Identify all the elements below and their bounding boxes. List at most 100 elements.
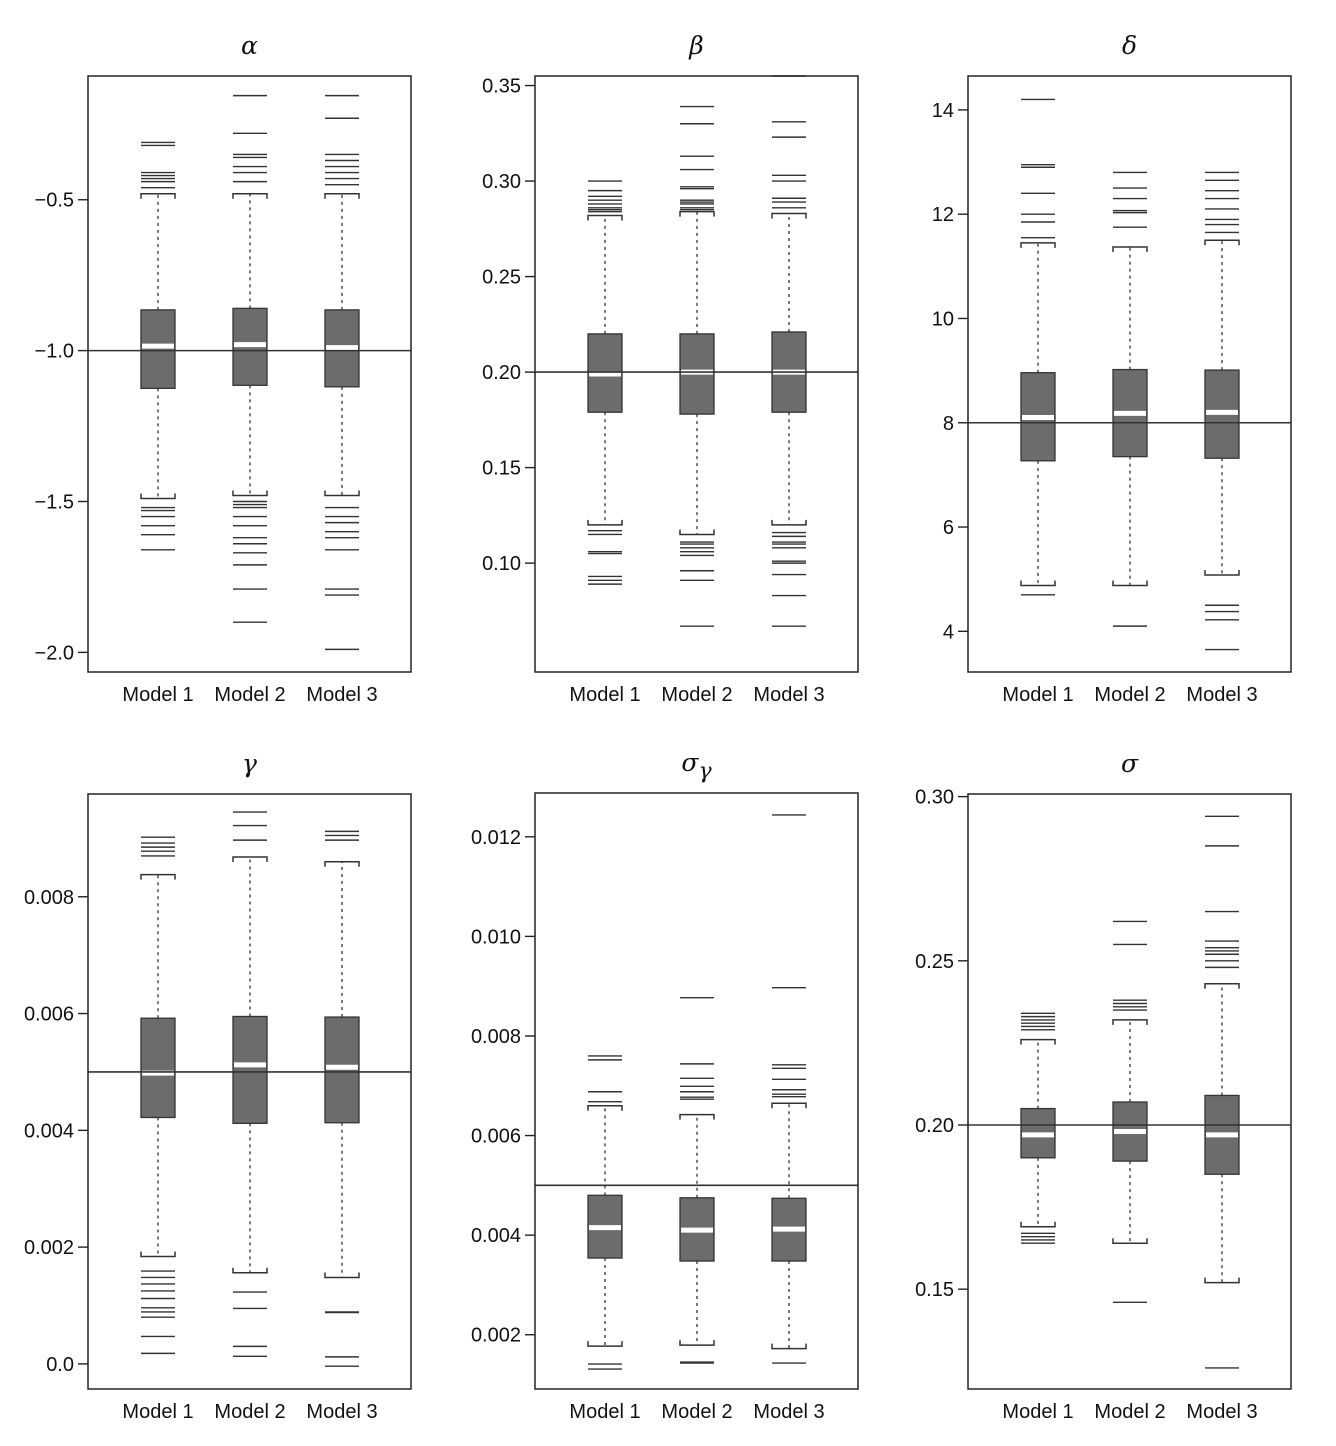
y-tick-label: 0.010 xyxy=(471,926,521,948)
panel-title-main: σ xyxy=(681,748,699,777)
upper-whisker-cap xyxy=(324,860,360,867)
y-tick-label: 0.20 xyxy=(482,362,521,384)
lower-whisker-cap xyxy=(679,529,715,536)
box-model-3 xyxy=(324,830,360,1367)
panel-title: β xyxy=(688,31,703,60)
y-tick-label: 0.25 xyxy=(915,951,954,973)
x-category-label: Model 2 xyxy=(214,1401,285,1423)
box-model-2 xyxy=(1112,171,1148,627)
y-tick-label: 0.012 xyxy=(471,827,521,849)
y-tick-label: 0.008 xyxy=(471,1026,521,1048)
x-category-label: Model 1 xyxy=(122,684,193,706)
lower-whisker-cap xyxy=(1112,1238,1148,1244)
lower-whisker-cap xyxy=(1204,570,1240,576)
box-model-2 xyxy=(232,94,268,623)
y-tick-label: 0.10 xyxy=(482,553,521,575)
upper-whisker-cap xyxy=(140,873,176,880)
upper-whisker-cap xyxy=(679,210,715,217)
box-model-3 xyxy=(1204,815,1240,1369)
upper-whisker-cap xyxy=(1020,1038,1056,1045)
x-category-label: Model 1 xyxy=(1002,684,1073,706)
x-category-label: Model 2 xyxy=(1094,1401,1165,1423)
x-category-label: Model 3 xyxy=(306,1401,377,1423)
upper-whisker-cap xyxy=(1112,246,1148,253)
panel-title: γ xyxy=(242,749,257,778)
y-tick-label: 6 xyxy=(943,517,954,539)
upper-whisker-cap xyxy=(1112,1019,1148,1025)
panel-title-sub: γ xyxy=(698,759,712,784)
x-category-label: Model 3 xyxy=(1186,1401,1257,1423)
box-model-1 xyxy=(587,180,623,585)
x-category-label: Model 1 xyxy=(1002,1401,1073,1423)
x-category-label: Model 3 xyxy=(753,684,824,706)
lower-whisker-cap xyxy=(324,1272,360,1279)
x-category-label: Model 2 xyxy=(214,684,285,706)
x-category-label: Model 3 xyxy=(753,1401,824,1423)
panel-5: σγ 0.002 0.004 0.006 0.008 0.010 0.012 Model 1 M… xyxy=(471,748,859,1423)
y-tick-label: −0.5 xyxy=(35,190,74,212)
y-tick-label: 0.25 xyxy=(482,267,521,289)
iqr-box xyxy=(232,1015,268,1124)
y-tick-label: 0.0 xyxy=(46,1354,74,1376)
y-tick-label: 0.002 xyxy=(24,1237,74,1259)
plot-frame xyxy=(87,793,412,1390)
box-model-3 xyxy=(771,75,807,627)
box-model-3 xyxy=(1204,171,1240,651)
y-tick-label: 0.15 xyxy=(915,1279,954,1301)
y-tick-label: 0.20 xyxy=(915,1115,954,1137)
panel-title: σ xyxy=(1121,749,1139,778)
y-tick-label: −2.0 xyxy=(35,642,74,664)
panel-6: σ 0.15 0.20 0.25 0.30 Model 1 Model 2 Model 3 xyxy=(915,749,1292,1423)
y-tick-label: 0.002 xyxy=(471,1325,521,1347)
panel-4: γ 0.0 0.002 0.004 0.006 0.008 Model 1 Model 2 Mo… xyxy=(24,749,412,1423)
lower-whisker-cap xyxy=(1204,1277,1240,1284)
box-model-1 xyxy=(140,836,176,1355)
lower-whisker-cap xyxy=(587,1341,623,1347)
panel-1: α −2.0 −1.5 −1.0 −0.5 Model 1 Model 2 Model 3 xyxy=(35,31,412,706)
lower-whisker-cap xyxy=(140,1251,176,1258)
lower-whisker-cap xyxy=(324,490,360,497)
upper-whisker-cap xyxy=(1204,983,1240,989)
upper-whisker-cap xyxy=(324,192,360,199)
lower-whisker-cap xyxy=(1020,580,1056,587)
plot-frame xyxy=(967,793,1292,1390)
upper-whisker-cap xyxy=(1204,239,1240,246)
x-category-label: Model 2 xyxy=(661,684,732,706)
box-model-2 xyxy=(232,811,268,1358)
panel-2: β 0.10 0.15 0.20 0.25 0.30 0.35 Model 1 Model 2 M… xyxy=(482,31,859,706)
x-category-label: Model 1 xyxy=(569,684,640,706)
box-model-1 xyxy=(1020,98,1056,596)
upper-whisker-cap xyxy=(232,856,268,863)
y-tick-label: 0.004 xyxy=(24,1120,74,1142)
lower-whisker-cap xyxy=(587,519,623,526)
x-category-label: Model 3 xyxy=(1186,684,1257,706)
y-tick-label: 0.15 xyxy=(482,458,521,480)
upper-whisker-cap xyxy=(771,212,807,219)
upper-whisker-cap xyxy=(1020,242,1056,248)
iqr-box xyxy=(324,1016,360,1124)
y-tick-label: 0.006 xyxy=(471,1126,521,1148)
lower-whisker-cap xyxy=(679,1340,715,1346)
iqr-box xyxy=(140,309,176,389)
x-category-label: Model 3 xyxy=(306,684,377,706)
iqr-box xyxy=(140,1017,176,1119)
box-model-1 xyxy=(1020,1012,1056,1244)
upper-whisker-cap xyxy=(679,1113,715,1120)
upper-whisker-cap xyxy=(587,1104,623,1111)
y-tick-label: 0.30 xyxy=(482,171,521,193)
x-category-label: Model 1 xyxy=(122,1401,193,1423)
box-model-2 xyxy=(679,996,715,1364)
upper-whisker-cap xyxy=(140,192,176,199)
lower-whisker-cap xyxy=(771,519,807,526)
panel-3: δ 4 6 8 10 12 14 Model 1 Model 2 Model 3 xyxy=(932,31,1292,706)
upper-whisker-cap xyxy=(587,214,623,221)
x-category-label: Model 2 xyxy=(661,1401,732,1423)
panel-title: α xyxy=(241,31,258,60)
box-model-1 xyxy=(140,141,176,551)
box-model-3 xyxy=(324,94,360,651)
plot-frame xyxy=(967,75,1292,673)
y-tick-label: 14 xyxy=(932,100,954,122)
box-model-1 xyxy=(587,1055,623,1370)
lower-whisker-cap xyxy=(1020,1221,1056,1228)
